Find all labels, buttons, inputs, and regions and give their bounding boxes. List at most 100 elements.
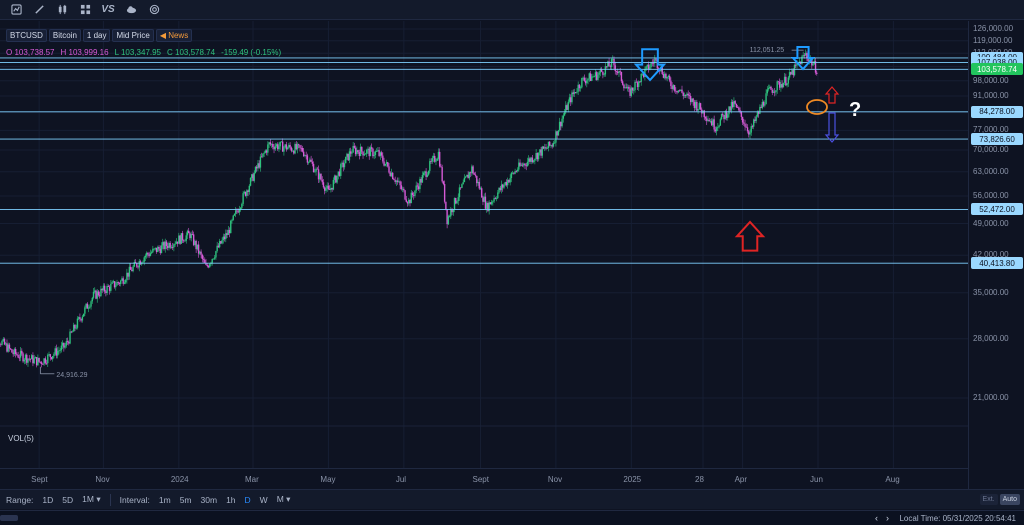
candle-body[interactable] xyxy=(3,338,6,345)
candle-body[interactable] xyxy=(295,144,297,150)
chevron-left-icon[interactable]: ‹ xyxy=(875,513,878,523)
candle-body[interactable] xyxy=(1,340,3,345)
candle-body[interactable] xyxy=(464,176,467,178)
candle-body[interactable] xyxy=(759,106,761,114)
candle-body[interactable] xyxy=(237,211,239,213)
candle-body[interactable] xyxy=(682,92,684,96)
candle-body[interactable] xyxy=(66,341,69,343)
candle-body[interactable] xyxy=(246,190,248,196)
candle-body[interactable] xyxy=(579,87,582,89)
candle-body[interactable] xyxy=(745,126,747,128)
candle-body[interactable] xyxy=(511,172,514,174)
candle-body[interactable] xyxy=(197,244,200,254)
candle-body[interactable] xyxy=(200,251,202,255)
candle-body[interactable] xyxy=(605,66,608,68)
draw-icon[interactable] xyxy=(29,1,49,19)
candle-body[interactable] xyxy=(357,150,359,153)
candle-body[interactable] xyxy=(756,112,759,117)
candle-body[interactable] xyxy=(704,117,707,119)
candle-body[interactable] xyxy=(667,75,670,78)
candle-body[interactable] xyxy=(227,229,229,235)
candle-body[interactable] xyxy=(8,344,11,349)
candle-body[interactable] xyxy=(505,181,508,186)
candle-body[interactable] xyxy=(655,58,657,60)
candle-body[interactable] xyxy=(520,164,522,166)
candle-body[interactable] xyxy=(419,178,421,190)
candle-body[interactable] xyxy=(489,202,492,205)
candle-body[interactable] xyxy=(514,171,516,174)
candle-body[interactable] xyxy=(709,121,712,122)
candle-body[interactable] xyxy=(196,244,199,250)
candle-body[interactable] xyxy=(94,290,96,292)
candle-body[interactable] xyxy=(212,258,215,260)
candle-body[interactable] xyxy=(739,110,741,112)
candle-body[interactable] xyxy=(97,291,100,296)
candle-body[interactable] xyxy=(513,172,515,174)
candle-body[interactable] xyxy=(712,119,714,126)
candle-body[interactable] xyxy=(153,248,155,250)
candle-body[interactable] xyxy=(346,153,348,157)
candle-body[interactable] xyxy=(567,101,569,110)
candle-body[interactable] xyxy=(792,70,794,76)
candle-body[interactable] xyxy=(231,219,233,221)
candle-body[interactable] xyxy=(620,71,623,82)
candle-body[interactable] xyxy=(82,313,85,317)
candle-body[interactable] xyxy=(257,163,259,169)
interval-5m[interactable]: 5m xyxy=(179,494,192,505)
candle-body[interactable] xyxy=(639,81,641,83)
candle-body[interactable] xyxy=(546,148,548,149)
candle-body[interactable] xyxy=(663,73,666,78)
chart-type-icon[interactable] xyxy=(6,1,26,19)
candle-body[interactable] xyxy=(736,107,739,109)
candle-body[interactable] xyxy=(127,272,129,277)
candle-body[interactable] xyxy=(120,280,122,284)
candle-body[interactable] xyxy=(591,76,593,81)
candle-body[interactable] xyxy=(64,345,66,348)
candle-body[interactable] xyxy=(401,188,404,190)
candle-body[interactable] xyxy=(666,77,668,79)
candle-body[interactable] xyxy=(781,84,783,88)
candle-body[interactable] xyxy=(165,241,168,246)
candle-body[interactable] xyxy=(110,283,112,291)
candle-body[interactable] xyxy=(530,157,532,162)
candle-body[interactable] xyxy=(317,169,320,180)
candle-body[interactable] xyxy=(23,359,25,362)
candle-body[interactable] xyxy=(305,155,307,157)
candle-body[interactable] xyxy=(188,230,190,234)
candle-body[interactable] xyxy=(335,175,337,183)
candle-body[interactable] xyxy=(673,85,676,91)
candle-body[interactable] xyxy=(638,81,640,88)
candle-body[interactable] xyxy=(563,112,566,116)
candle-body[interactable] xyxy=(693,101,696,108)
candle-body[interactable] xyxy=(422,172,425,176)
candle-body[interactable] xyxy=(772,91,775,93)
candle-body[interactable] xyxy=(457,197,459,202)
candle-body[interactable] xyxy=(573,92,576,94)
candle-body[interactable] xyxy=(803,55,806,56)
candle-body[interactable] xyxy=(377,150,379,152)
candle-body[interactable] xyxy=(24,354,27,360)
candle-body[interactable] xyxy=(438,151,441,167)
candle-body[interactable] xyxy=(370,147,373,149)
candle-body[interactable] xyxy=(596,72,598,80)
candle-body[interactable] xyxy=(226,233,228,235)
candle-body[interactable] xyxy=(435,160,437,162)
candle-body[interactable] xyxy=(545,147,547,149)
candle-body[interactable] xyxy=(34,357,37,359)
candle-body[interactable] xyxy=(531,157,534,163)
candle-body[interactable] xyxy=(661,66,663,75)
candle-body[interactable] xyxy=(9,348,12,350)
candle-body[interactable] xyxy=(280,141,283,143)
candle-body[interactable] xyxy=(126,272,128,281)
candle-body[interactable] xyxy=(321,179,323,183)
candle-body[interactable] xyxy=(170,247,173,248)
candle-body[interactable] xyxy=(570,97,572,103)
candle-body[interactable] xyxy=(787,77,790,84)
candle-body[interactable] xyxy=(239,207,242,210)
candle-body[interactable] xyxy=(647,64,650,70)
candle-body[interactable] xyxy=(247,190,249,192)
candle-body[interactable] xyxy=(613,58,615,66)
candle-body[interactable] xyxy=(148,254,150,256)
candle-body[interactable] xyxy=(592,76,594,78)
candle-body[interactable] xyxy=(625,87,628,89)
